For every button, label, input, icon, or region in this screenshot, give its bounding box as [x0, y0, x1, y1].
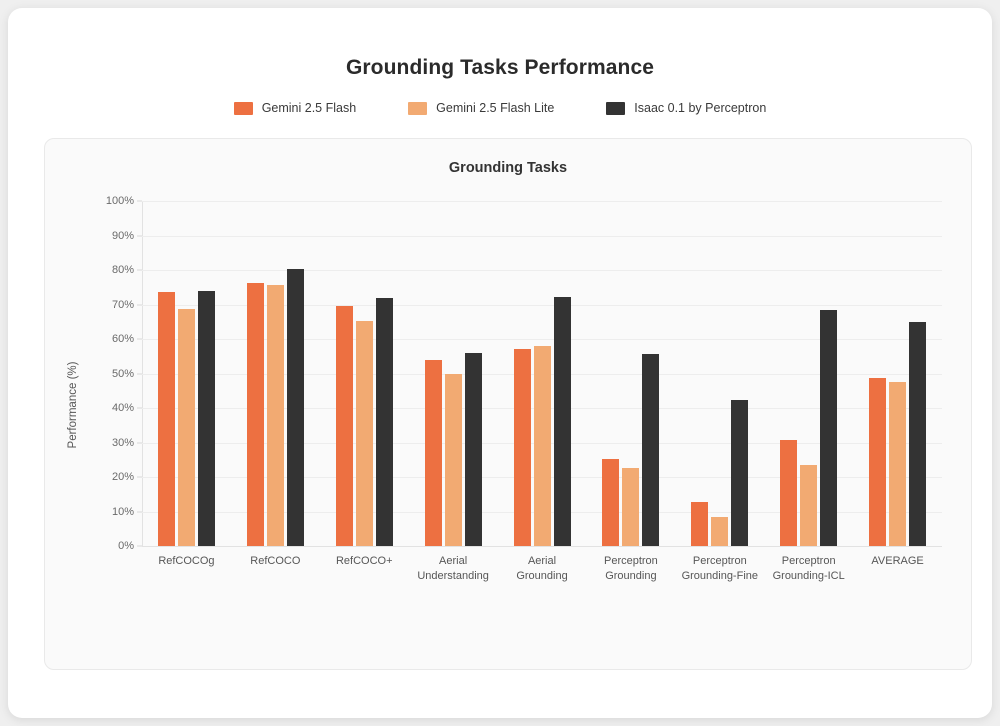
chart-card: Grounding Tasks Performance (%) 0% 10% 20%…: [44, 138, 972, 670]
gridline: [142, 235, 942, 237]
bar[interactable]: [731, 400, 749, 546]
bar[interactable]: [464, 352, 482, 546]
bar[interactable]: [711, 517, 729, 546]
y-axis-tick-label: 50%: [111, 367, 134, 380]
bar[interactable]: [800, 464, 818, 546]
y-axis-tickmark: [137, 373, 142, 374]
legend-item[interactable]: Isaac 0.1 by Perceptron: [606, 101, 766, 115]
bar-group: [409, 201, 498, 546]
page-title: Grounding Tasks Performance: [345, 56, 655, 79]
bar[interactable]: [820, 309, 838, 546]
legend-label: Gemini 2.5 Flash Lite: [436, 101, 555, 115]
bar[interactable]: [177, 308, 195, 546]
bar[interactable]: [286, 269, 304, 546]
y-axis-tick-label: 10%: [111, 505, 134, 518]
bar[interactable]: [869, 377, 887, 546]
gridline: [142, 304, 942, 306]
bar-group: [853, 201, 942, 546]
gridline: [142, 270, 942, 271]
legend-swatch-icon: [233, 101, 253, 115]
x-axis-tick-label: RefCOCO: [250, 555, 301, 567]
bar[interactable]: [780, 439, 798, 546]
bar[interactable]: [909, 321, 927, 546]
x-axis-tick-label: AVERAGE: [871, 555, 924, 567]
y-axis-label: Performance (%): [67, 361, 79, 449]
y-axis-tickmark: [137, 235, 142, 236]
bar[interactable]: [889, 382, 907, 546]
bar-plot: 0% 10% 20% 30% 40% 50% 60% 70% 80% 90% 100%: [106, 195, 942, 552]
bar[interactable]: [533, 345, 551, 546]
legend-item[interactable]: Gemini 2.5 Flash: [233, 101, 357, 115]
x-axis-tick-label: RefCOCO+: [335, 555, 393, 567]
bar[interactable]: [246, 283, 264, 546]
y-axis-tick-label: 0%: [118, 540, 134, 552]
y-axis-tick-label: 70%: [111, 298, 134, 311]
bar[interactable]: [513, 349, 531, 546]
bar[interactable]: [335, 306, 353, 546]
y-axis-tick-label: 80%: [111, 264, 134, 276]
bar-group: [320, 201, 409, 546]
bar[interactable]: [691, 501, 709, 546]
bar[interactable]: [622, 467, 640, 546]
bar[interactable]: [355, 320, 373, 546]
x-axis-labels: RefCOCOg RefCOCO RefCOCO+ Aerial Understandi…: [142, 554, 942, 584]
bar-group: [231, 201, 320, 546]
bar-group: [764, 201, 853, 546]
bar-group: [498, 201, 587, 546]
y-axis-tickmark: [137, 338, 142, 340]
legend-item[interactable]: Gemini 2.5 Flash Lite: [408, 101, 554, 115]
legend-label: Isaac 0.1 by Perceptron: [634, 101, 767, 115]
y-axis-tickmark: [137, 200, 142, 202]
chart-subtitle: Grounding Tasks: [448, 160, 568, 176]
y-axis-tick-label: 30%: [111, 436, 134, 449]
chart-legend: Gemini 2.5 Flash Gemini 2.5 Flash Lite I…: [8, 101, 992, 115]
y-axis-tickmark: [137, 304, 142, 305]
x-axis-tick-label: RefCOCOg: [158, 555, 215, 567]
x-axis-tick-label: Aerial Understanding: [417, 555, 489, 582]
y-axis-tick-label: 90%: [111, 229, 134, 242]
bar[interactable]: [375, 297, 393, 546]
gridline: [142, 201, 942, 202]
bar-groups: [142, 201, 942, 546]
app-card: Grounding Tasks Performance Gemini 2.5 F…: [8, 8, 992, 718]
bar[interactable]: [157, 292, 175, 546]
y-axis-tickmark: [137, 476, 142, 478]
bar[interactable]: [642, 353, 660, 546]
x-axis-tick-label: Aerial Grounding: [516, 555, 568, 582]
x-axis-tick-label: Perceptron Grounding: [603, 555, 658, 582]
bar[interactable]: [424, 359, 442, 546]
legend-label: Gemini 2.5 Flash: [261, 101, 357, 115]
legend-swatch-icon: [606, 101, 626, 115]
bar[interactable]: [197, 290, 215, 546]
bar[interactable]: [602, 459, 620, 546]
x-axis-tick-label: Perceptron Grounding-Fine: [681, 555, 758, 582]
y-axis-tickmark: [137, 545, 142, 547]
bar[interactable]: [553, 296, 571, 546]
y-axis-tick-label: 20%: [111, 471, 134, 483]
y-axis-tickmark: [137, 269, 142, 271]
bar-group: [142, 201, 231, 546]
y-axis-tick-label: 100%: [105, 195, 134, 207]
plot-area: Performance (%) 0% 10% 20% 30% 40% 50% 60% 70% 8…: [45, 139, 973, 671]
gridline: [142, 339, 942, 340]
y-axis-tickmark: [137, 407, 142, 409]
y-axis-tickmark: [137, 511, 142, 512]
bar-group: [586, 201, 675, 546]
x-axis-tick-label: Perceptron Grounding-ICL: [772, 555, 845, 582]
bar[interactable]: [444, 373, 462, 546]
gridline: [142, 546, 942, 547]
bar-group: [675, 201, 764, 546]
bar[interactable]: [266, 285, 284, 546]
legend-swatch-icon: [408, 101, 428, 115]
y-axis-tick-label: 60%: [111, 333, 134, 345]
y-axis-tick-label: 40%: [111, 402, 134, 414]
y-axis-tickmark: [137, 442, 142, 443]
